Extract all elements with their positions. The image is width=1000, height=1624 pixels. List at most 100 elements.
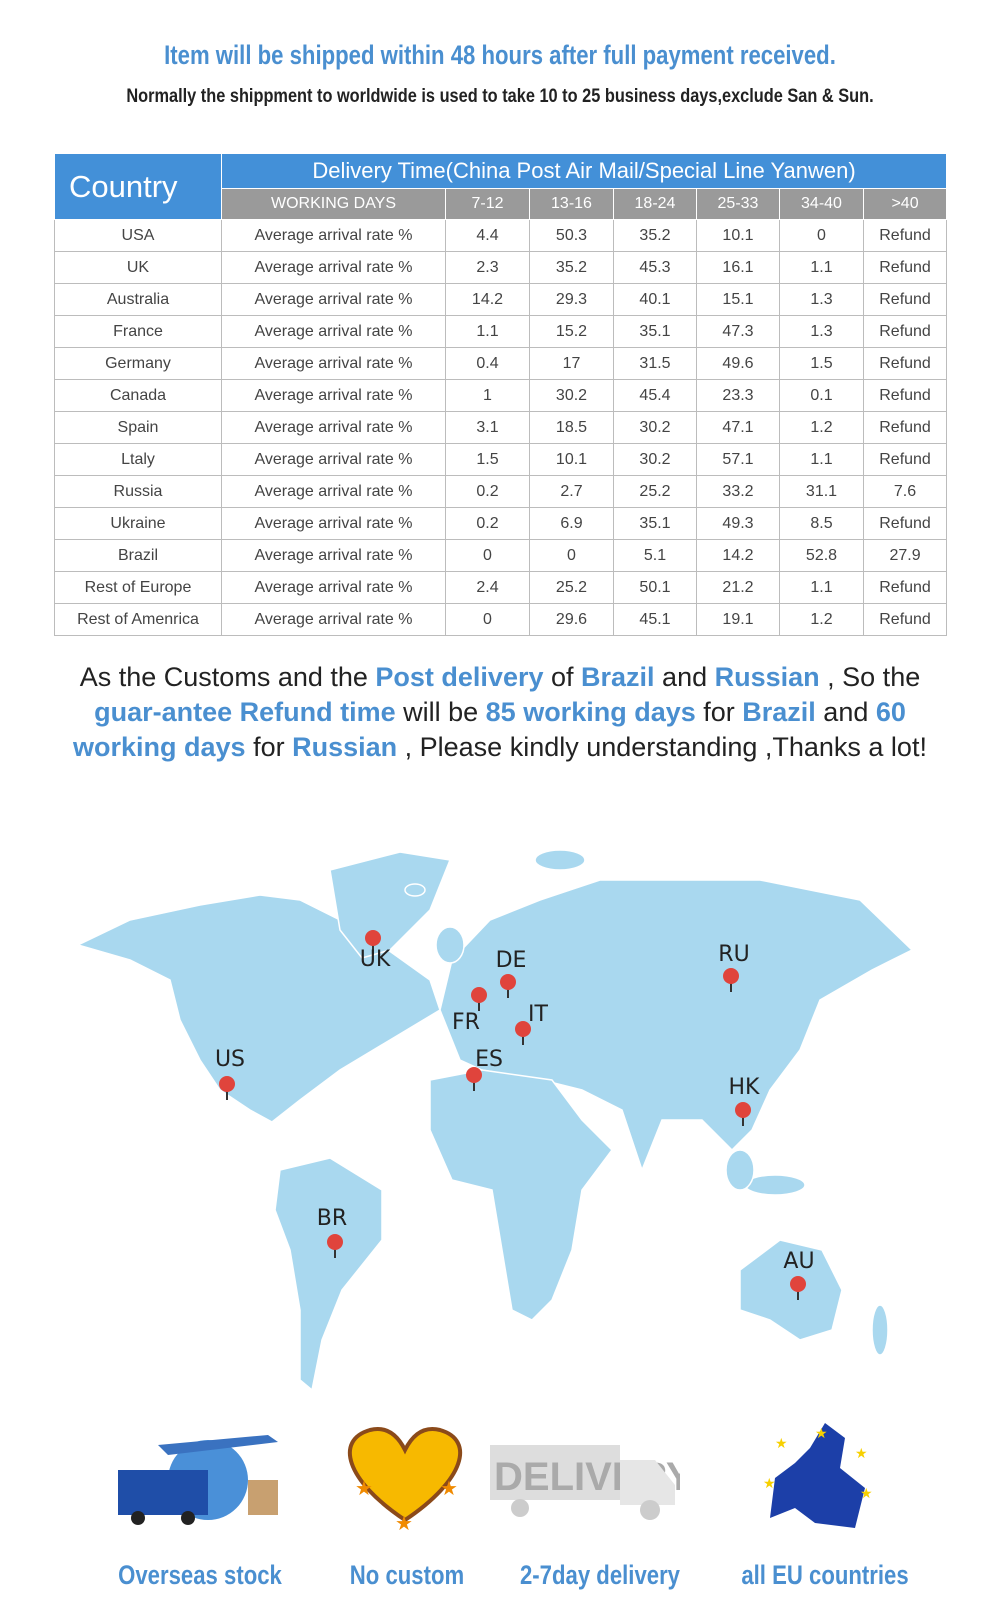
value-cell: 30.2 (613, 411, 697, 444)
pin-label: US (215, 1047, 245, 1072)
range-header: >40 (862, 188, 948, 220)
value-cell: 0 (529, 539, 614, 572)
metric-cell: Average arrival rate % (221, 219, 446, 252)
range-header: 13-16 (529, 188, 614, 220)
country-cell: UK (54, 251, 222, 284)
north-america (75, 894, 441, 1123)
metric-cell: Average arrival rate % (221, 539, 446, 572)
value-cell: 23.3 (696, 379, 780, 412)
delivery-table: Country Delivery Time(China Post Air Mai… (54, 153, 948, 636)
pin-hk: HK (729, 1075, 760, 1126)
value-cell: 35.1 (613, 507, 697, 540)
table-row: USA Average arrival rate % 4.4 50.3 35.2 10.1… (54, 219, 948, 252)
notice-text: , So the (819, 662, 921, 692)
pin-label: UK (360, 947, 391, 972)
value-cell: 35.1 (613, 315, 697, 348)
value-cell: 35.2 (613, 219, 697, 252)
country-cell: Rest of Amenrica (54, 603, 222, 636)
handshake-heart-icon: ★ ★ ★ (335, 1420, 475, 1535)
pin-br: BR (317, 1206, 347, 1258)
country-cell: Ukraine (54, 507, 222, 540)
country-cell: Rest of Europe (54, 571, 222, 604)
value-cell: 0.2 (445, 475, 530, 508)
metric-cell: Average arrival rate % (221, 603, 446, 636)
value-cell: Refund (862, 251, 948, 284)
value-cell: 45.4 (613, 379, 697, 412)
value-cell: 1.1 (445, 315, 530, 348)
country-cell: Canada (54, 379, 222, 412)
south-america (274, 1157, 383, 1392)
value-cell: 49.6 (696, 347, 780, 380)
value-cell: Refund (862, 507, 948, 540)
value-cell: Refund (862, 283, 948, 316)
range-header: 25-33 (696, 188, 780, 220)
highlight-text: 85 working days (485, 697, 696, 727)
country-cell: Spain (54, 411, 222, 444)
svg-text:★: ★ (855, 1445, 868, 1461)
country-cell: Brazil (54, 539, 222, 572)
value-cell: Refund (862, 347, 948, 380)
notice-text: will be (395, 697, 486, 727)
value-cell: 21.2 (696, 571, 780, 604)
pin-us: US (215, 1047, 245, 1100)
country-cell: Ltaly (54, 443, 222, 476)
value-cell: 1.1 (779, 251, 864, 284)
highlight-text: 60 working days (73, 697, 906, 762)
world-map: UK US DE FR IT ES RU HK BR AU (75, 849, 914, 1392)
notice-text: for (245, 732, 293, 762)
table-row: Canada Average arrival rate % 1 30.2 45.4 23.… (54, 379, 948, 412)
table-row: Rest of Amenrica Average arrival rate % 0 2… (54, 603, 948, 636)
pin-label: BR (317, 1206, 347, 1231)
value-cell: 1.3 (779, 283, 864, 316)
svg-text:★: ★ (775, 1435, 788, 1451)
value-cell: 5.1 (613, 539, 697, 572)
svg-text:★: ★ (815, 1425, 828, 1441)
working-days-header: WORKING DAYS (221, 188, 446, 220)
svg-text:★: ★ (395, 1513, 413, 1530)
value-cell: Refund (862, 219, 948, 252)
table-row: Australia Average arrival rate % 14.2 29.3 4… (54, 283, 948, 316)
notice-text: of (543, 662, 582, 692)
table-row: Ukraine Average arrival rate % 0.2 6.9 35.1 4… (54, 507, 948, 540)
delivery-time-header: Delivery Time(China Post Air Mail/Specia… (220, 153, 948, 189)
value-cell: 19.1 (696, 603, 780, 636)
value-cell: 45.1 (613, 603, 697, 636)
pin-label: DE (496, 948, 527, 973)
highlight-text: Russian (714, 662, 820, 692)
value-cell: Refund (862, 379, 948, 412)
value-cell: Refund (862, 443, 948, 476)
eurasia (439, 879, 914, 1173)
value-cell: 45.3 (613, 251, 697, 284)
feature-label: 2-7day delivery (519, 1560, 681, 1590)
value-cell: 57.1 (696, 443, 780, 476)
value-cell: 1 (445, 379, 530, 412)
range-header: 34-40 (779, 188, 864, 220)
value-cell: 27.9 (862, 539, 948, 572)
value-cell: 47.1 (696, 411, 780, 444)
value-cell: 0 (445, 603, 530, 636)
value-cell: 0 (445, 539, 530, 572)
svg-text:★: ★ (860, 1485, 873, 1501)
notice-text: for (695, 697, 743, 727)
feature-label: No custom (349, 1560, 465, 1590)
pin-es: ES (466, 1047, 503, 1091)
table-row: Brazil Average arrival rate % 0 0 5.1 14.2 52.… (54, 539, 948, 572)
value-cell: 14.2 (696, 539, 780, 572)
value-cell: 30.2 (613, 443, 697, 476)
value-cell: 33.2 (696, 475, 780, 508)
svg-text:★: ★ (355, 1478, 373, 1500)
pin-label: ES (475, 1047, 503, 1072)
map-pin-icon (466, 1067, 482, 1083)
table-row: Spain Average arrival rate % 3.1 18.5 30.2 47… (54, 411, 948, 444)
value-cell: 10.1 (529, 443, 614, 476)
value-cell: 25.2 (529, 571, 614, 604)
highlight-text: guar-antee Refund time (94, 697, 396, 727)
metric-cell: Average arrival rate % (221, 379, 446, 412)
table-row: Russia Average arrival rate % 0.2 2.7 25.2 33… (54, 475, 948, 508)
eu-map-icon: ★ ★ ★ ★ ★ (755, 1418, 885, 1543)
value-cell: 40.1 (613, 283, 697, 316)
metric-cell: Average arrival rate % (221, 411, 446, 444)
value-cell: 6.9 (529, 507, 614, 540)
value-cell: 31.5 (613, 347, 697, 380)
range-header: 7-12 (445, 188, 530, 220)
